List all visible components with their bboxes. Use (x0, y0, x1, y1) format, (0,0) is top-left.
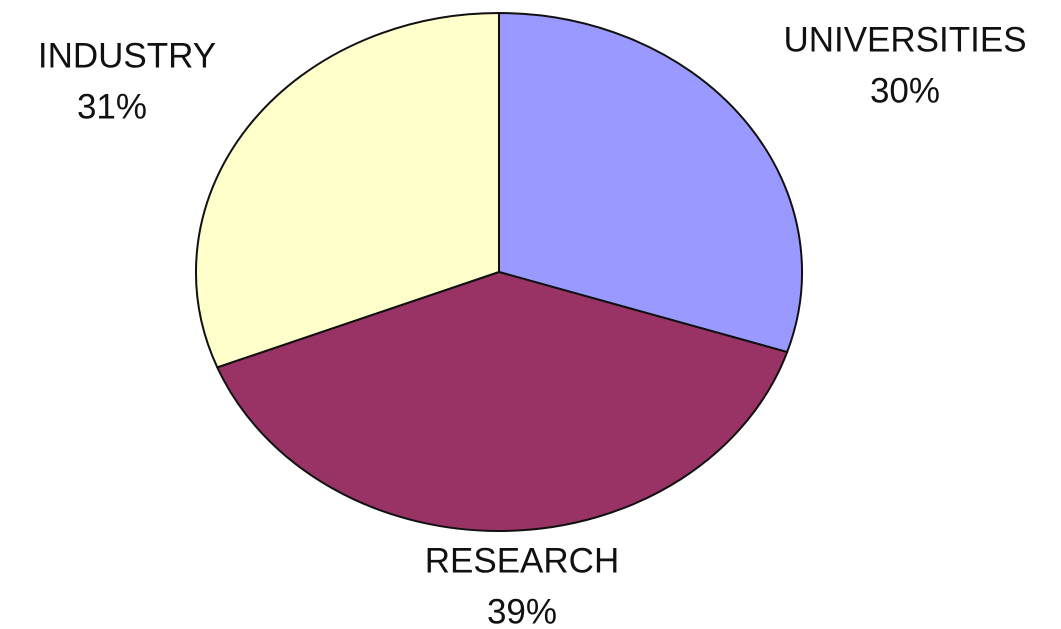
pie-slice (498, 11, 803, 354)
slice-name: UNIVERSITIES (783, 20, 1026, 59)
pie-slice (215, 270, 789, 532)
pie-slice (195, 11, 500, 369)
slice-name: INDUSTRY (38, 36, 216, 75)
slice-value-label: 31% (77, 87, 147, 126)
slice-value-label: 39% (487, 592, 557, 629)
slice-name: RESEARCH (425, 541, 619, 580)
slice-value-label: 30% (870, 71, 940, 110)
